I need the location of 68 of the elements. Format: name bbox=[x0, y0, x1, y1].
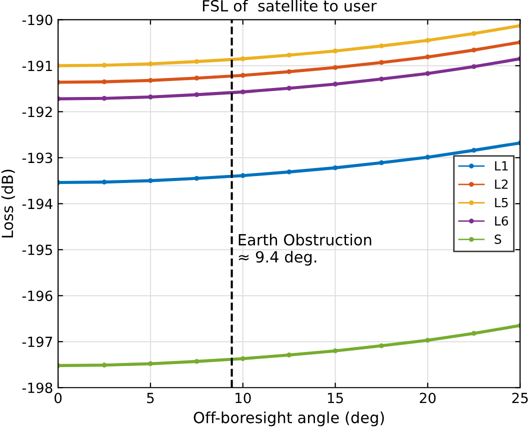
point bbox=[194, 92, 200, 98]
point bbox=[471, 148, 476, 153]
point bbox=[425, 54, 430, 60]
x-tick-label: 5 bbox=[147, 392, 154, 404]
x-tick-label: 10 bbox=[236, 392, 251, 404]
y-tick-label: -194 bbox=[22, 198, 52, 210]
point bbox=[379, 343, 384, 348]
line-series bbox=[58, 40, 520, 85]
point bbox=[471, 48, 476, 52]
y-tick-label: -193 bbox=[22, 152, 52, 164]
point bbox=[102, 96, 107, 101]
point bbox=[332, 82, 338, 87]
point bbox=[148, 361, 153, 366]
point bbox=[240, 72, 246, 78]
point bbox=[102, 62, 107, 68]
point bbox=[425, 338, 430, 343]
point bbox=[194, 358, 200, 364]
point bbox=[240, 356, 246, 362]
point bbox=[471, 31, 476, 36]
point bbox=[379, 60, 384, 65]
point bbox=[332, 348, 338, 354]
point bbox=[194, 76, 200, 81]
point bbox=[102, 79, 107, 84]
y-tick-label: -198 bbox=[22, 382, 52, 394]
chart-title: FSL of satellite to user bbox=[202, 0, 377, 12]
point bbox=[148, 78, 153, 83]
x-axis-title: Off-boresight angle (deg) bbox=[194, 411, 384, 426]
point bbox=[379, 160, 384, 166]
point bbox=[240, 56, 246, 62]
point bbox=[379, 76, 384, 82]
y-tick-label: -192 bbox=[22, 106, 52, 118]
point bbox=[102, 362, 107, 368]
y-tick-label: -197 bbox=[22, 336, 52, 348]
point bbox=[379, 43, 384, 48]
line-series bbox=[58, 56, 520, 102]
point bbox=[148, 178, 153, 184]
y-axis-title: Loss (dB) bbox=[1, 170, 15, 238]
point bbox=[286, 52, 292, 58]
y-tick-label: -190 bbox=[22, 14, 52, 26]
y-tick-label: -191 bbox=[22, 60, 52, 72]
legend-label: L6 bbox=[495, 216, 508, 226]
y-tick-label: -195 bbox=[22, 244, 52, 256]
legend-label: S bbox=[494, 234, 502, 244]
point bbox=[471, 330, 476, 336]
point bbox=[332, 165, 338, 170]
point bbox=[240, 173, 246, 178]
line-series bbox=[58, 323, 520, 368]
point bbox=[194, 176, 200, 181]
point bbox=[332, 48, 338, 54]
point bbox=[286, 352, 292, 358]
point bbox=[425, 38, 430, 43]
x-tick-label: 20 bbox=[420, 392, 436, 404]
x-tick-label: 25 bbox=[512, 392, 528, 404]
x-tick-label: 15 bbox=[328, 392, 343, 404]
line-series bbox=[58, 23, 520, 68]
point bbox=[286, 170, 292, 174]
point bbox=[332, 65, 338, 70]
ref-line-label: Earth Obstruction ≈ 9.4 deg. bbox=[238, 234, 372, 266]
legend-label: L5 bbox=[495, 198, 508, 208]
legend-label: L2 bbox=[495, 179, 508, 189]
y-tick-label: -196 bbox=[22, 290, 52, 302]
point bbox=[148, 94, 153, 100]
point bbox=[148, 61, 153, 66]
point bbox=[471, 64, 476, 70]
point bbox=[425, 71, 430, 76]
x-tick-label: 0 bbox=[54, 392, 62, 404]
legend-label: L1 bbox=[495, 161, 508, 170]
point bbox=[425, 154, 430, 160]
